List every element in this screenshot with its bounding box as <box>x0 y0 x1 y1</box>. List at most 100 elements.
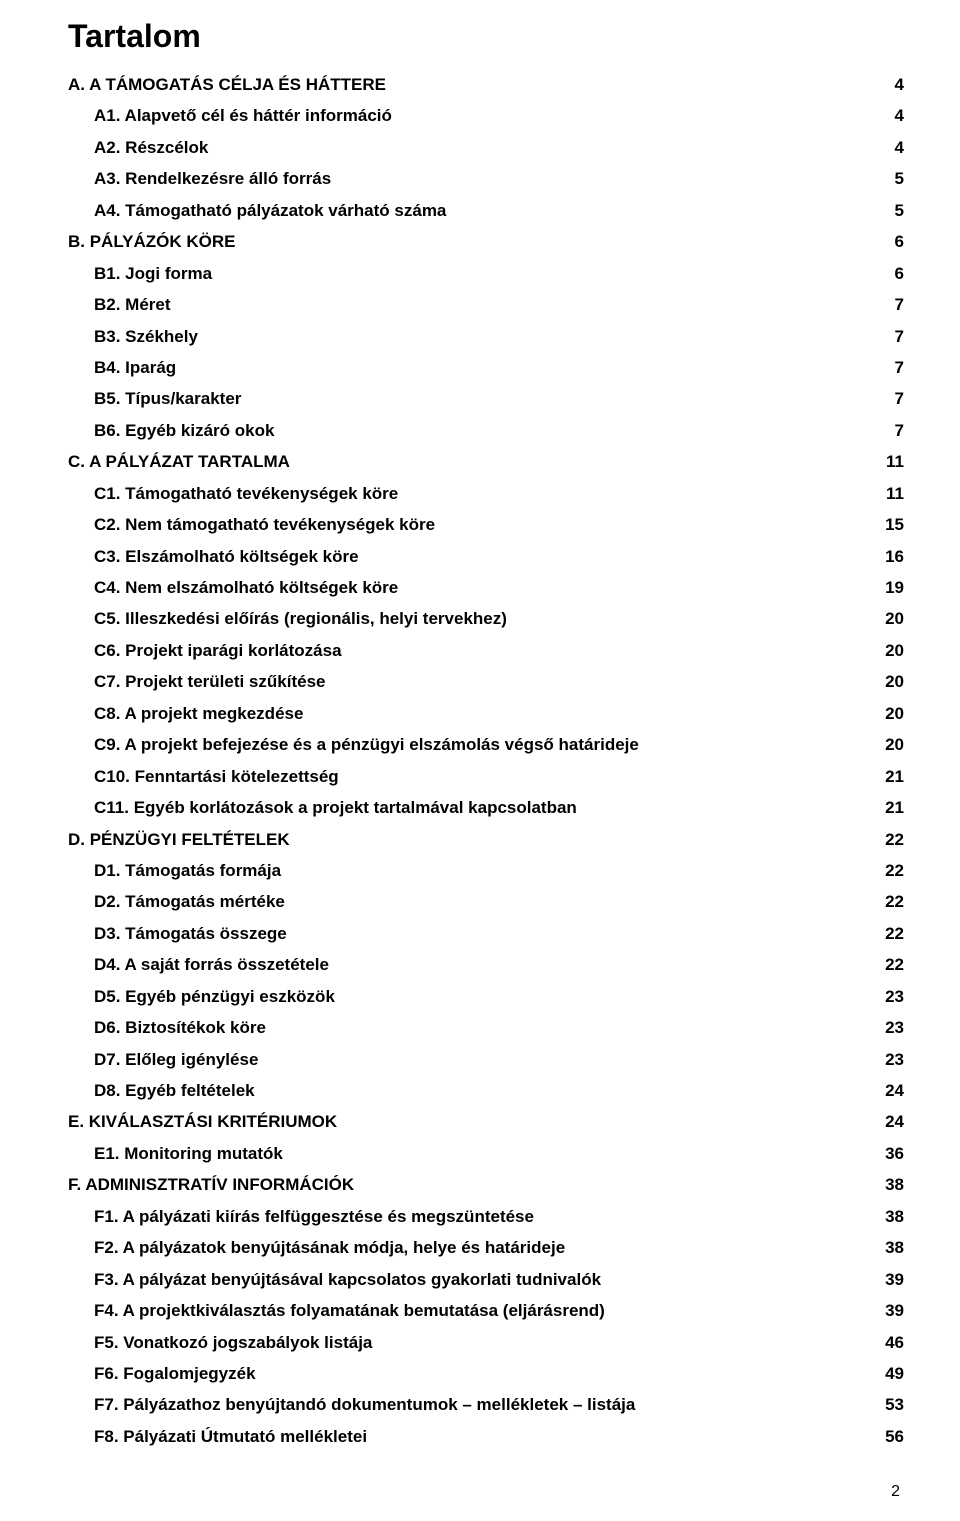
toc-entry-page: 6 <box>891 258 904 289</box>
toc-title: Tartalom <box>68 18 904 55</box>
toc-entry: F1. A pályázati kiírás felfüggesztése és… <box>94 1201 904 1232</box>
toc-entry-page: 22 <box>881 824 904 855</box>
toc-entry-label: D4. A saját forrás összetétele <box>94 949 329 980</box>
toc-entry-label: B6. Egyéb kizáró okok <box>94 415 274 446</box>
toc-entry: A3. Rendelkezésre álló forrás 5 <box>94 163 904 194</box>
toc-entry-page: 39 <box>881 1264 904 1295</box>
toc-entry-page: 38 <box>881 1232 904 1263</box>
toc-entry-page: 5 <box>891 163 904 194</box>
toc-entry: F2. A pályázatok benyújtásának módja, he… <box>94 1232 904 1263</box>
toc-entry-label: C2. Nem támogatható tevékenységek köre <box>94 509 435 540</box>
toc-entry-page: 4 <box>891 132 904 163</box>
toc-entry-page: 38 <box>881 1201 904 1232</box>
toc-entry: C6. Projekt iparági korlátozása 20 <box>94 635 904 666</box>
toc-entry-label: F5. Vonatkozó jogszabályok listája <box>94 1327 372 1358</box>
toc-entry-page: 20 <box>881 603 904 634</box>
toc-entry-label: C10. Fenntartási kötelezettség <box>94 761 339 792</box>
toc-entry-label: F6. Fogalomjegyzék <box>94 1358 256 1389</box>
toc-entry-page: 7 <box>891 321 904 352</box>
toc-entry-page: 5 <box>891 195 904 226</box>
toc-entry: B5. Típus/karakter7 <box>94 383 904 414</box>
toc-entry-page: 46 <box>881 1327 904 1358</box>
toc-entry-page: 15 <box>881 509 904 540</box>
toc-entry-page: 38 <box>881 1169 904 1200</box>
toc-entry-page: 19 <box>881 572 904 603</box>
toc-entry: C8. A projekt megkezdése 20 <box>94 698 904 729</box>
toc-entry-page: 22 <box>881 949 904 980</box>
toc-entry-page: 23 <box>881 1012 904 1043</box>
toc-entry: D7. Előleg igénylése23 <box>94 1044 904 1075</box>
toc-entry: C11. Egyéb korlátozások a projekt tartal… <box>94 792 904 823</box>
toc-entry-page: 7 <box>891 383 904 414</box>
toc-entry-page: 7 <box>891 352 904 383</box>
toc-entry-label: A4. Támogatható pályázatok várható száma <box>94 195 446 226</box>
toc-entry-page: 53 <box>881 1389 904 1420</box>
toc-entry-page: 20 <box>881 635 904 666</box>
toc-entry-label: C9. A projekt befejezése és a pénzügyi e… <box>94 729 639 760</box>
toc-entry-label: C5. Illeszkedési előírás (regionális, he… <box>94 603 507 634</box>
toc-entry-label: B4. Iparág <box>94 352 176 383</box>
toc-entry-label: A1. Alapvető cél és háttér információ <box>94 100 392 131</box>
toc-entry-page: 4 <box>891 100 904 131</box>
toc-entry: B3. Székhely 7 <box>94 321 904 352</box>
toc-entry-page: 4 <box>891 69 904 100</box>
toc-entry: F6. Fogalomjegyzék49 <box>94 1358 904 1389</box>
toc-entry: E1. Monitoring mutatók 36 <box>94 1138 904 1169</box>
toc-entry: D4. A saját forrás összetétele 22 <box>94 949 904 980</box>
toc-entry: A1. Alapvető cél és háttér információ 4 <box>94 100 904 131</box>
toc-entry-label: C11. Egyéb korlátozások a projekt tartal… <box>94 792 577 823</box>
toc-entry-page: 22 <box>881 855 904 886</box>
toc-entry-label: F1. A pályázati kiírás felfüggesztése és… <box>94 1201 534 1232</box>
toc-entry-label: D. PÉNZÜGYI FELTÉTELEK <box>68 824 290 855</box>
toc-entry-label: C7. Projekt területi szűkítése <box>94 666 325 697</box>
toc-entry-label: B. PÁLYÁZÓK KÖRE <box>68 226 236 257</box>
toc-entry-page: 20 <box>881 729 904 760</box>
toc-entry-page: 16 <box>881 541 904 572</box>
toc-entry-label: F4. A projektkiválasztás folyamatának be… <box>94 1295 605 1326</box>
toc-entry: C3. Elszámolható költségek köre16 <box>94 541 904 572</box>
toc-entry-label: D1. Támogatás formája <box>94 855 281 886</box>
toc-entry-label: C4. Nem elszámolható költségek köre <box>94 572 398 603</box>
toc-entry: C2. Nem támogatható tevékenységek köre 15 <box>94 509 904 540</box>
toc-entry-label: A2. Részcélok <box>94 132 208 163</box>
toc-entry: C9. A projekt befejezése és a pénzügyi e… <box>94 729 904 760</box>
toc-entry: F7. Pályázathoz benyújtandó dokumentumok… <box>94 1389 904 1420</box>
toc-entry-label: F2. A pályázatok benyújtásának módja, he… <box>94 1232 565 1263</box>
toc-entry-label: E1. Monitoring mutatók <box>94 1138 283 1169</box>
toc-entry-label: F7. Pályázathoz benyújtandó dokumentumok… <box>94 1389 635 1420</box>
toc-entry: C7. Projekt területi szűkítése20 <box>94 666 904 697</box>
toc-entry: C5. Illeszkedési előírás (regionális, he… <box>94 603 904 634</box>
toc-entry-label: F. ADMINISZTRATÍV INFORMÁCIÓK <box>68 1169 354 1200</box>
toc-entry-page: 20 <box>881 698 904 729</box>
toc-entry: A4. Támogatható pályázatok várható száma… <box>94 195 904 226</box>
toc-entry-label: C8. A projekt megkezdése <box>94 698 303 729</box>
toc-list: A. A TÁMOGATÁS CÉLJA ÉS HÁTTERE4A1. Alap… <box>68 69 904 1452</box>
toc-entry-page: 56 <box>881 1421 904 1452</box>
toc-entry: D5. Egyéb pénzügyi eszközök23 <box>94 981 904 1012</box>
toc-entry-label: A3. Rendelkezésre álló forrás <box>94 163 331 194</box>
toc-entry-page: 23 <box>881 1044 904 1075</box>
toc-entry-page: 24 <box>881 1075 904 1106</box>
toc-entry: E. KIVÁLASZTÁSI KRITÉRIUMOK24 <box>68 1106 904 1137</box>
toc-entry: D6. Biztosítékok köre 23 <box>94 1012 904 1043</box>
toc-entry-page: 21 <box>881 761 904 792</box>
toc-entry-label: C6. Projekt iparági korlátozása <box>94 635 342 666</box>
toc-entry-page: 24 <box>881 1106 904 1137</box>
toc-entry: B2. Méret7 <box>94 289 904 320</box>
toc-entry: F4. A projektkiválasztás folyamatának be… <box>94 1295 904 1326</box>
page: Tartalom A. A TÁMOGATÁS CÉLJA ÉS HÁTTERE… <box>0 0 960 1521</box>
toc-entry-page: 7 <box>891 415 904 446</box>
toc-entry-label: B3. Székhely <box>94 321 198 352</box>
toc-entry: F8. Pályázati Útmutató mellékletei 56 <box>94 1421 904 1452</box>
toc-entry: D. PÉNZÜGYI FELTÉTELEK 22 <box>68 824 904 855</box>
toc-entry-label: B1. Jogi forma <box>94 258 212 289</box>
toc-entry-page: 36 <box>881 1138 904 1169</box>
toc-entry-label: D8. Egyéb feltételek <box>94 1075 255 1106</box>
toc-entry-label: F8. Pályázati Útmutató mellékletei <box>94 1421 367 1452</box>
toc-entry-label: F3. A pályázat benyújtásával kapcsolatos… <box>94 1264 601 1295</box>
toc-entry-page: 21 <box>881 792 904 823</box>
toc-entry-label: A. A TÁMOGATÁS CÉLJA ÉS HÁTTERE <box>68 69 386 100</box>
toc-entry-label: D6. Biztosítékok köre <box>94 1012 266 1043</box>
toc-entry: B4. Iparág 7 <box>94 352 904 383</box>
toc-entry: A. A TÁMOGATÁS CÉLJA ÉS HÁTTERE 4 <box>68 69 904 100</box>
